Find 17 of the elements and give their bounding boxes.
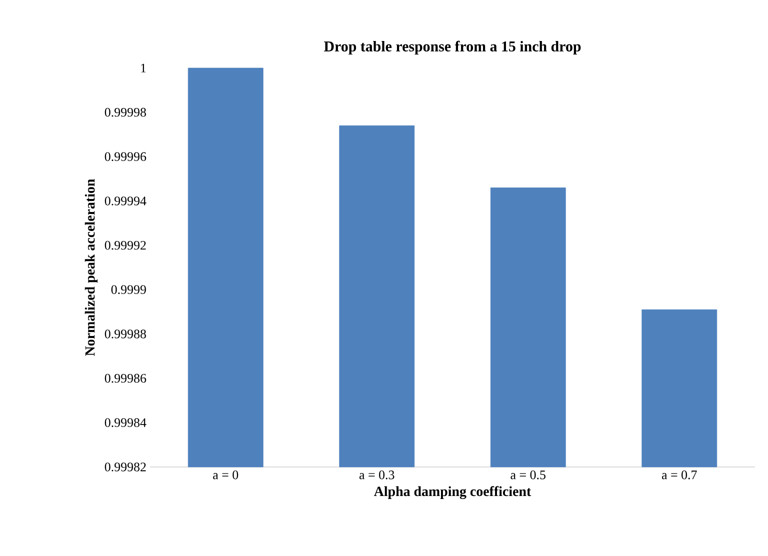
x-tick-label: a = 0.5 <box>510 470 546 480</box>
x-tick-label: a = 0.7 <box>662 470 697 480</box>
chart-title: Drop table response from a 15 inch drop <box>324 40 581 54</box>
y-tick-label: 0.99994 <box>104 196 146 206</box>
y-tick-label: 0.99998 <box>104 108 146 117</box>
y-tick-label: 0.99984 <box>104 418 146 428</box>
y-tick-label: 0.99988 <box>104 330 146 338</box>
y-axis-title: Normalized peak acceleration <box>84 179 98 356</box>
y-tick-label: 1 <box>141 64 146 72</box>
y-tick-label: 0.99982 <box>104 462 146 472</box>
y-tick-label: 0.99986 <box>104 374 146 383</box>
y-tick-label: 0.99996 <box>104 152 146 162</box>
y-tick-label: 0.9999 <box>111 285 146 294</box>
y-tick-label: 0.99992 <box>104 240 146 250</box>
x-tick-label: a = 0 <box>213 470 238 480</box>
x-axis-title: Alpha damping coefficient <box>374 486 532 500</box>
x-tick-label: a = 0.3 <box>359 470 394 480</box>
